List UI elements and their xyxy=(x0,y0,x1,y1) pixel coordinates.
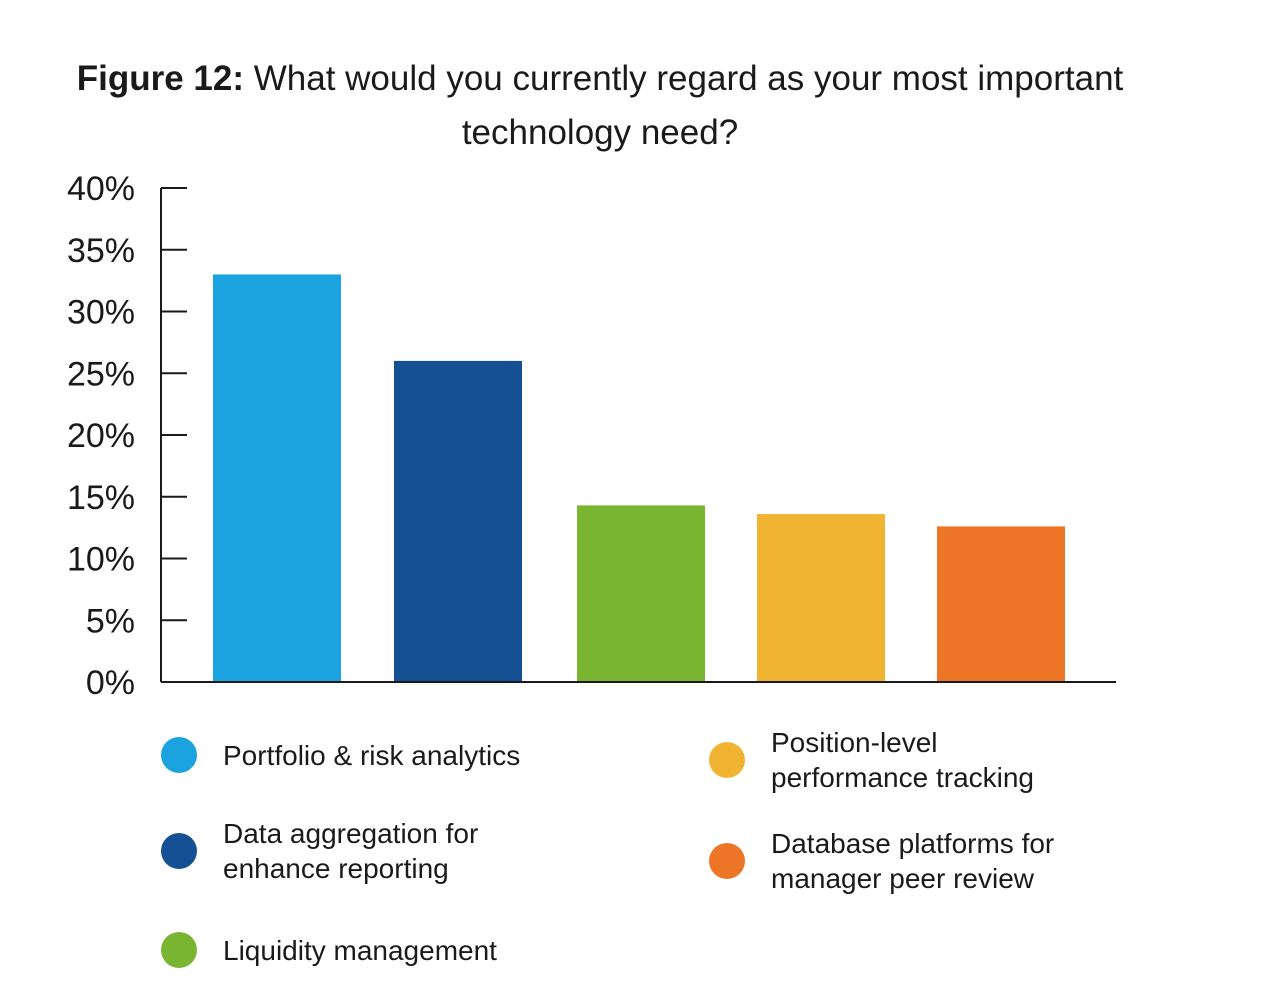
legend-swatch xyxy=(709,843,745,879)
y-tick-label: 40% xyxy=(67,170,135,208)
y-tick-label: 10% xyxy=(67,541,135,579)
bar-3 xyxy=(577,505,705,682)
figure-title: What would you currently regard as your … xyxy=(253,59,1124,152)
figure-label: Figure 12: xyxy=(76,59,244,98)
y-tick-label: 30% xyxy=(67,294,135,332)
legend-swatch xyxy=(161,932,197,968)
chart-title: Figure 12: What would you currently rega… xyxy=(0,52,1200,160)
y-axis: 0% 5% 10% 15% 20% 25% 30% 35% 40% xyxy=(67,170,187,702)
y-tick-label: 35% xyxy=(67,232,135,270)
legend-item-portfolio-risk-analytics: Portfolio & risk analytics xyxy=(161,735,520,775)
legend-item-database-platforms: Database platforms for manager peer revi… xyxy=(709,825,1054,897)
legend-label: Position-level performance tracking xyxy=(771,727,1035,793)
legend-swatch xyxy=(161,737,197,773)
legend-item-liquidity-management: Liquidity management xyxy=(161,930,497,970)
legend-item-data-aggregation: Data aggregation for enhance reporting xyxy=(161,815,478,887)
bar-4 xyxy=(757,514,885,682)
y-tick-label: 0% xyxy=(86,664,135,702)
bar-5 xyxy=(937,526,1065,682)
legend-label: Portfolio & risk analytics xyxy=(223,739,521,771)
y-tick-label: 25% xyxy=(67,355,135,393)
legend-label: Data aggregation for enhance reporting xyxy=(223,818,479,884)
bar-chart: 0% 5% 10% 15% 20% 25% 30% 35% 40% xyxy=(67,170,1116,702)
bar-2 xyxy=(394,360,522,682)
y-tick-label: 5% xyxy=(86,602,135,640)
legend-swatch xyxy=(161,833,197,869)
legend-swatch xyxy=(709,742,745,778)
legend-label: Liquidity management xyxy=(223,934,497,966)
y-tick-label: 20% xyxy=(67,417,135,455)
bar-1 xyxy=(213,274,341,682)
legend-label: Database platforms for manager peer revi… xyxy=(771,828,1055,894)
legend-item-position-level-performance: Position-level performance tracking xyxy=(709,724,1034,796)
y-tick-label: 15% xyxy=(67,479,135,517)
bars xyxy=(213,274,1065,682)
